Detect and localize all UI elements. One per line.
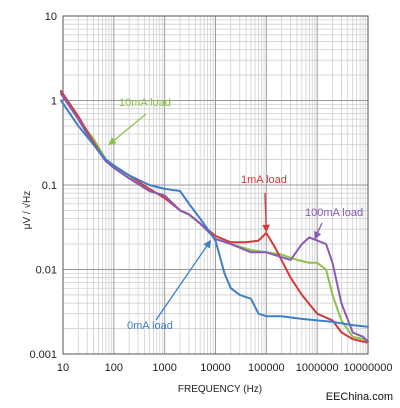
major-gridlines bbox=[62, 16, 368, 355]
y-tick-label: 10 bbox=[45, 11, 57, 23]
y-axis-title: μV / √Hz bbox=[21, 191, 33, 229]
x-tick-label: 100000 bbox=[248, 362, 285, 374]
plot-frame bbox=[62, 15, 369, 355]
annotation-arrow bbox=[108, 113, 147, 146]
x-tick-label: 100 bbox=[105, 362, 123, 374]
annotation-arrow bbox=[262, 192, 270, 233]
series-line-100ma-load bbox=[60, 92, 369, 343]
annotation-arrow bbox=[314, 222, 323, 240]
annotations: 10mA load 1mA load 100mA load 0mA load bbox=[108, 97, 363, 332]
annotation-label: 100mA load bbox=[305, 207, 363, 219]
y-tick-label: 0.001 bbox=[29, 349, 57, 361]
annotation-label: 1mA load bbox=[241, 174, 287, 186]
x-axis-title: FREQUENCY (Hz) bbox=[178, 384, 262, 395]
x-tick-label: 10000000 bbox=[344, 362, 393, 374]
y-tick-label: 0.01 bbox=[36, 265, 57, 277]
annotation-arrow bbox=[155, 239, 212, 321]
x-tick-label: 1000 bbox=[152, 362, 176, 374]
x-tick-label: 1000000 bbox=[296, 362, 339, 374]
annotation-label: 10mA load bbox=[119, 97, 171, 109]
x-tick-label: 10 bbox=[57, 362, 69, 374]
watermark: EEChina.com bbox=[326, 391, 393, 403]
x-tick-label: 10000 bbox=[200, 362, 231, 374]
series-line-0ma-load bbox=[60, 99, 369, 328]
y-tick-label: 1 bbox=[51, 96, 57, 108]
y-tick-label: 0.1 bbox=[42, 180, 57, 192]
series-lines bbox=[60, 89, 369, 346]
annotation-label: 0mA load bbox=[127, 320, 173, 332]
tick-labels: 10 100 1000 10000 100000 1000000 10000000 0.001… bbox=[29, 11, 392, 374]
